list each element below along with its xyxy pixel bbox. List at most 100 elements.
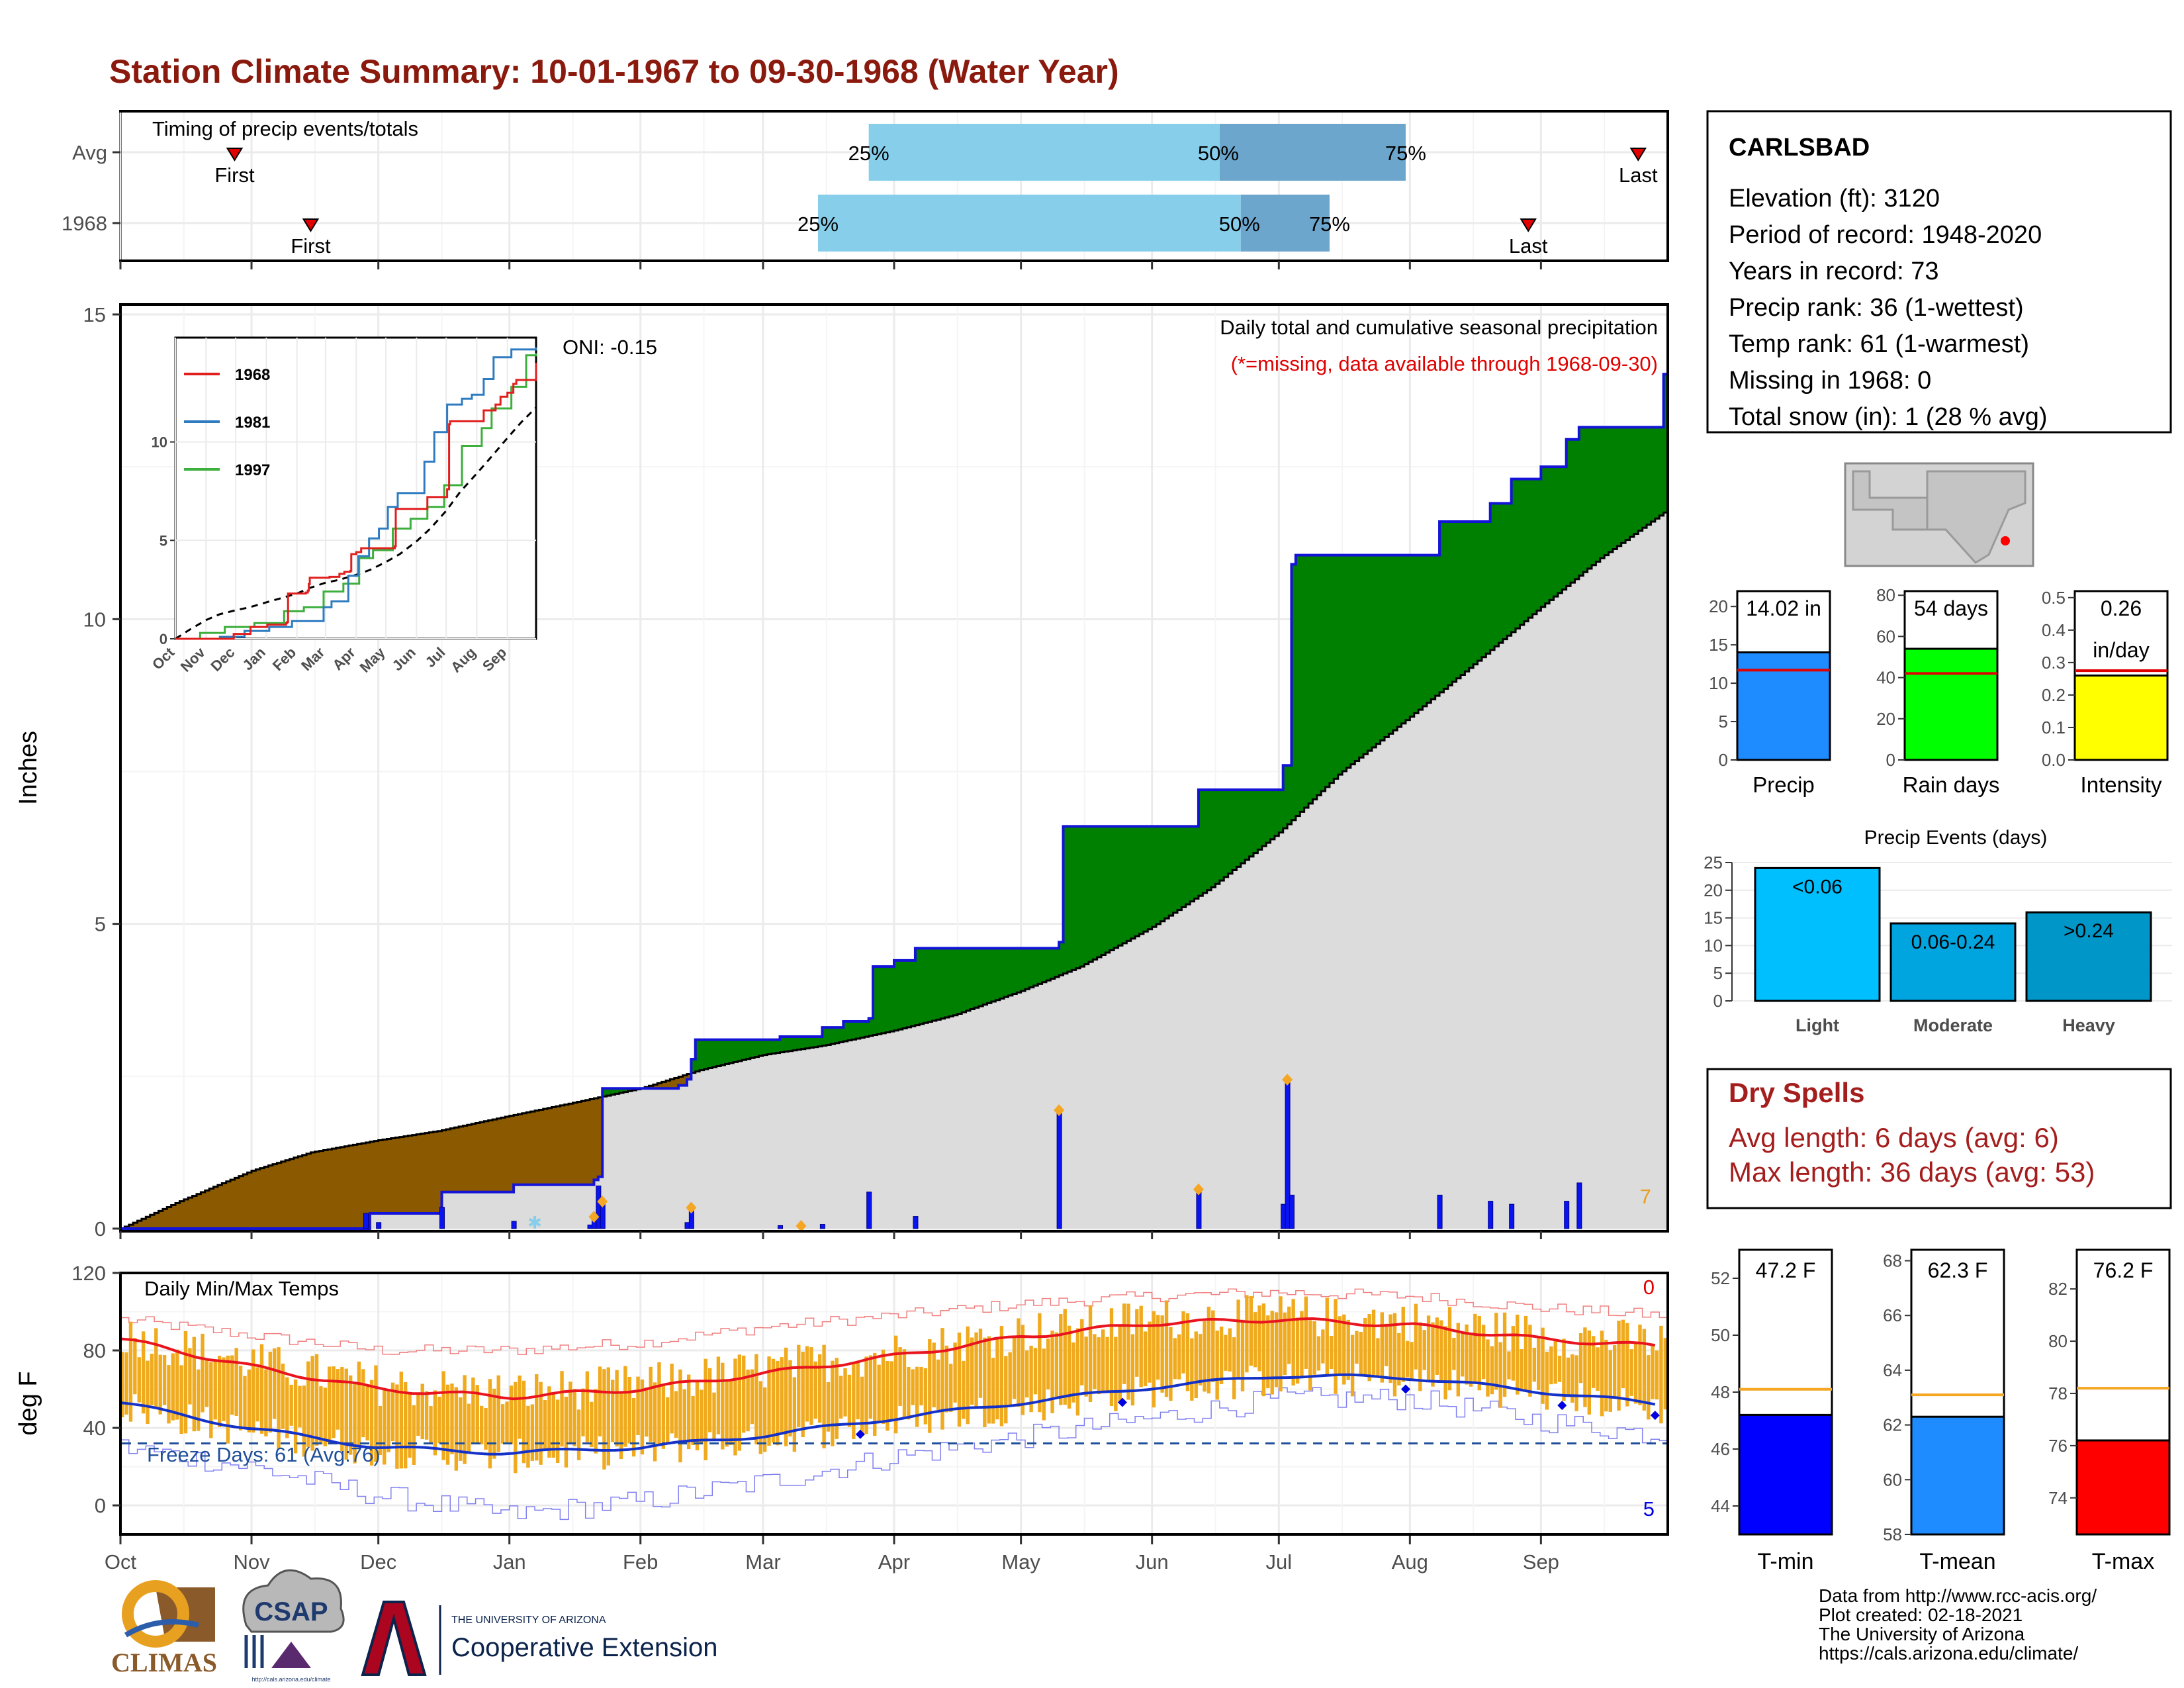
temp-bar-tick-label: 46	[1711, 1439, 1730, 1459]
surplus-area-segment	[1520, 479, 1525, 625]
daily-temp-range-bar	[1570, 1354, 1574, 1403]
surplus-area-segment	[1528, 479, 1533, 618]
daily-precip-bar	[363, 1213, 369, 1229]
daily-temp-range-bar	[831, 1360, 835, 1446]
daily-temp-range-bar	[627, 1376, 631, 1444]
daily-temp-range-bar	[1486, 1339, 1490, 1397]
oni-label: ONI: -0.15	[563, 336, 657, 359]
daily-temp-range-bar	[133, 1338, 137, 1395]
daily-temp-range-bar	[860, 1376, 864, 1436]
daily-temp-range-bar	[576, 1409, 581, 1460]
surplus-area-segment	[1071, 826, 1077, 970]
daily-temp-range-bar	[1017, 1318, 1021, 1407]
deficit-area-segment	[467, 1125, 472, 1192]
snow-event-icon: ✱	[527, 1213, 542, 1233]
last-event-label: Last	[1509, 234, 1548, 258]
daily-temp-range-bar	[522, 1380, 526, 1464]
daily-temp-range-bar	[433, 1390, 437, 1456]
daily-temp-range-bar	[839, 1376, 843, 1419]
daily-temp-range-bar	[674, 1391, 678, 1438]
surplus-area-segment	[1148, 826, 1153, 929]
daily-temp-range-bar	[1291, 1299, 1295, 1385]
daily-temp-range-bar	[1655, 1350, 1659, 1400]
deficit-area-segment	[259, 1168, 265, 1229]
daily-temp-range-bar	[437, 1396, 441, 1444]
daily-temp-range-bar	[1422, 1330, 1426, 1370]
daily-temp-range-bar	[873, 1352, 877, 1436]
events-bar-label: Moderate	[1913, 1015, 1993, 1035]
surplus-area-segment	[805, 1036, 810, 1049]
daily-temp-range-bar	[340, 1367, 344, 1452]
deficit-area-segment	[328, 1149, 332, 1229]
ua-a-icon	[361, 1601, 427, 1676]
daily-temp-range-bar	[682, 1389, 686, 1444]
daily-temp-range-bar	[1460, 1331, 1465, 1377]
surplus-area-segment	[1477, 522, 1482, 661]
daily-temp-range-bar	[1033, 1348, 1038, 1395]
daily-temp-range-bar	[704, 1358, 707, 1460]
surplus-area-segment	[1046, 948, 1051, 981]
daily-temp-range-bar	[555, 1399, 560, 1464]
surplus-area-segment	[936, 948, 941, 1020]
surplus-area-segment	[758, 1039, 764, 1056]
precip-panel: ✱ 0 5 10 15 Daily total and cumulative seas…	[15, 303, 1669, 1241]
deficit-area-segment	[234, 1178, 240, 1229]
deficit-area-segment	[514, 1115, 519, 1185]
surplus-area-segment	[1439, 522, 1445, 692]
daily-temp-range-bar	[776, 1360, 780, 1446]
surplus-area-segment	[754, 1039, 760, 1057]
deficit-area-segment	[475, 1123, 480, 1192]
daily-temp-range-bar	[475, 1385, 479, 1444]
daily-precip-bar	[1576, 1182, 1582, 1229]
csap-url: http://cals.arizona.edu/climate	[251, 1676, 330, 1683]
daily-temp-range-bar	[1177, 1334, 1181, 1380]
record-low-marker	[1557, 1401, 1567, 1411]
surplus-area-segment	[1224, 790, 1229, 877]
mini-bar-value-label: 14.02 in	[1746, 596, 1821, 620]
deficit-area-segment	[416, 1134, 422, 1213]
daily-temp-range-bar	[1410, 1342, 1414, 1380]
station-info-line: Elevation (ft): 3120	[1729, 185, 1940, 212]
temp-bar-tick-label: 50	[1711, 1325, 1730, 1345]
daily-temp-range-bar	[1312, 1321, 1316, 1375]
first-event-label: First	[291, 234, 331, 258]
daily-temp-range-bar	[1075, 1328, 1080, 1416]
surplus-area-segment	[771, 1039, 776, 1054]
daily-temp-range-bar	[695, 1380, 700, 1450]
daily-temp-range-bar	[581, 1388, 585, 1436]
surplus-area-segment	[1388, 555, 1394, 734]
mini-bar-tick-label: 0.0	[2042, 750, 2066, 770]
deficit-area-segment	[247, 1172, 252, 1229]
mini-bar-tick-label: 80	[1876, 585, 1895, 605]
daily-temp-range-bar	[1088, 1305, 1093, 1402]
station-name: CARLSBAD	[1729, 134, 1870, 162]
ua-big-text: Cooperative Extension	[451, 1633, 717, 1662]
temp-bar-axis-label: T-mean	[1919, 1549, 1995, 1574]
daily-temp-range-bar	[306, 1361, 310, 1448]
surplus-area-segment	[1105, 826, 1111, 953]
deficit-area-segment	[133, 1223, 138, 1229]
month-tick-label: Aug	[1392, 1550, 1428, 1573]
surplus-area-segment	[1012, 948, 1017, 994]
daily-temp-range-bar	[1557, 1356, 1562, 1382]
deficit-area-segment	[192, 1196, 197, 1229]
daily-temp-range-bar	[1592, 1336, 1596, 1388]
daily-temp-range-bar	[716, 1356, 721, 1434]
daily-temp-range-bar	[661, 1383, 666, 1449]
deficit-area-segment	[298, 1156, 303, 1229]
daily-temp-range-bar	[936, 1359, 940, 1410]
surplus-area-segment	[742, 1039, 747, 1060]
daily-temp-range-bar	[894, 1335, 898, 1434]
daily-temp-range-bar	[847, 1374, 852, 1427]
daily-temp-range-bar	[1021, 1325, 1025, 1415]
timing-q50-label: 50%	[1219, 212, 1260, 236]
surplus-area-segment	[864, 1021, 870, 1037]
daily-temp-range-bar	[1397, 1333, 1401, 1385]
surplus-area-segment	[1126, 826, 1132, 941]
deficit-area-segment	[488, 1120, 493, 1192]
surplus-area-segment	[1038, 948, 1043, 984]
daily-temp-range-bar	[1604, 1339, 1608, 1412]
daily-temp-range-bar	[970, 1337, 974, 1405]
surplus-area-segment	[856, 1021, 861, 1039]
